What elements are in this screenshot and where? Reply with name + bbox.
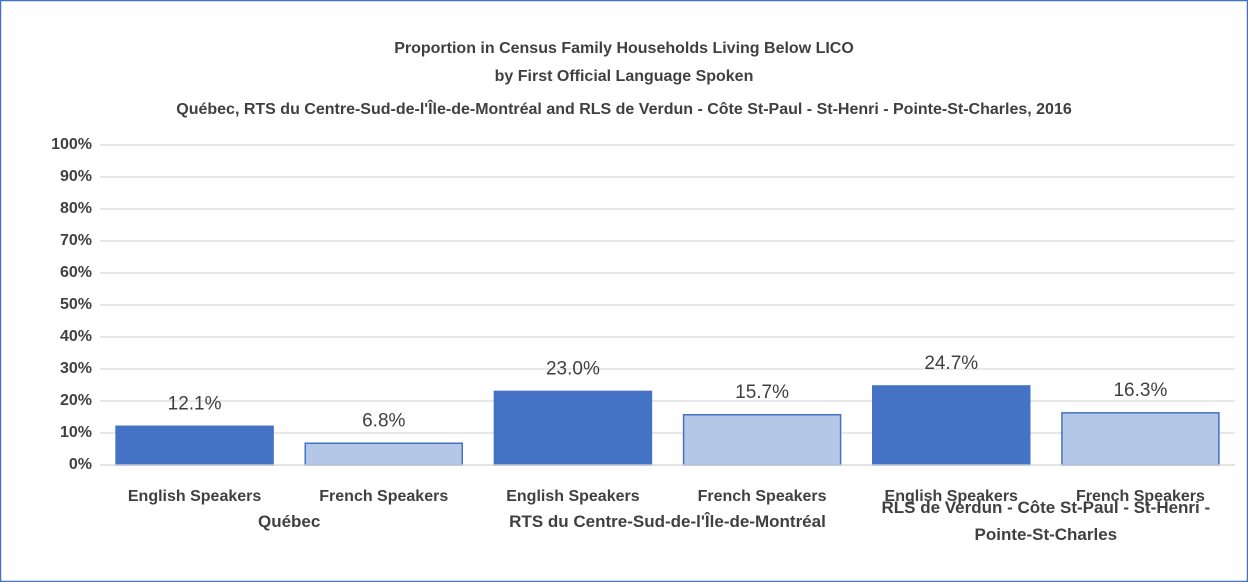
- data-label: 15.7%: [735, 382, 789, 403]
- y-tick-label: 60%: [60, 264, 92, 281]
- chart-title: Québec, RTS du Centre-Sud-de-l'Île-de-Mo…: [176, 99, 1072, 118]
- group-label: RLS de Verdun - Côte St-Paul - St-Henri …: [881, 498, 1211, 544]
- bar: [115, 425, 274, 466]
- x-tick-label: French Speakers: [1076, 488, 1205, 505]
- x-tick-label: English Speakers: [885, 488, 1018, 505]
- group-label: RTS du Centre-Sud-de-l'Île-de-Montréal: [509, 511, 826, 531]
- y-tick-label: 40%: [60, 328, 92, 345]
- chart-title: by First Official Language Spoken: [495, 68, 754, 85]
- x-tick-label: English Speakers: [506, 488, 639, 505]
- bar: [871, 385, 1031, 466]
- bar: [493, 390, 653, 466]
- y-tick-label: 30%: [60, 360, 92, 377]
- x-tick-label: English Speakers: [128, 488, 261, 505]
- y-tick-label: 100%: [51, 136, 92, 153]
- chart-title: Proportion in Census Family Households L…: [394, 40, 854, 57]
- x-tick-label: French Speakers: [319, 488, 448, 505]
- y-tick-label: 90%: [60, 168, 92, 185]
- y-tick-label: 50%: [60, 296, 92, 313]
- data-label: 12.1%: [168, 393, 222, 414]
- y-tick-label: 20%: [60, 392, 92, 409]
- group-label: Québec: [257, 511, 321, 531]
- x-tick-label: French Speakers: [698, 488, 827, 505]
- data-label: 23.0%: [546, 358, 600, 379]
- data-label: 24.7%: [924, 353, 978, 374]
- y-tick-label: 10%: [60, 424, 92, 441]
- bar: [1061, 412, 1220, 466]
- y-tick-label: 0%: [69, 456, 92, 473]
- data-label: 16.3%: [1113, 380, 1167, 401]
- bar: [304, 442, 464, 466]
- y-tick-label: 80%: [60, 200, 92, 217]
- y-tick-label: 70%: [60, 232, 92, 249]
- bar: [682, 414, 842, 466]
- data-label: 6.8%: [362, 410, 405, 431]
